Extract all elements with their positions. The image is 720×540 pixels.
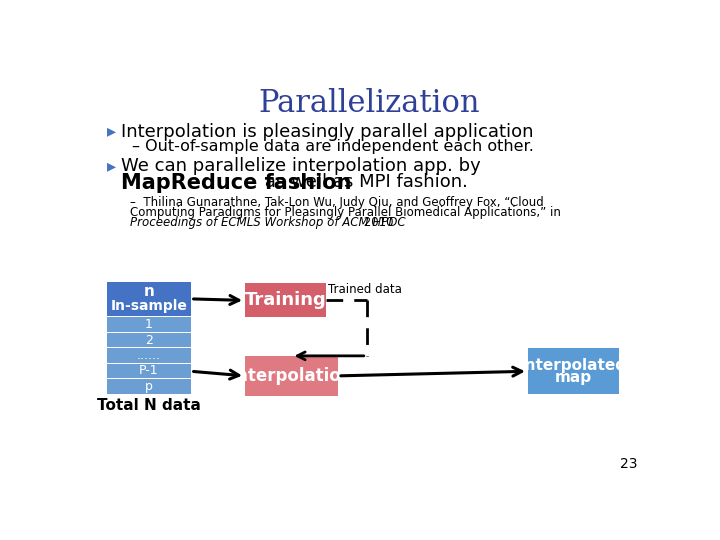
Text: –  Thilina Gunarathne, Tak-Lon Wu, Judy Qiu, and Geoffrey Fox, “Cloud: – Thilina Gunarathne, Tak-Lon Wu, Judy Q… <box>130 195 544 208</box>
Text: as well as MPI fashion.: as well as MPI fashion. <box>259 173 468 191</box>
Text: We can parallelize interpolation app. by: We can parallelize interpolation app. by <box>121 157 481 175</box>
Text: Training: Training <box>245 292 327 309</box>
FancyBboxPatch shape <box>107 379 191 394</box>
FancyBboxPatch shape <box>107 363 191 378</box>
FancyBboxPatch shape <box>245 284 326 318</box>
Text: map: map <box>555 370 592 385</box>
Text: 1: 1 <box>145 318 153 331</box>
Text: Interpolation: Interpolation <box>230 367 353 385</box>
Text: Trained data: Trained data <box>328 283 402 296</box>
FancyBboxPatch shape <box>107 348 191 363</box>
FancyBboxPatch shape <box>245 356 338 396</box>
Text: MapReduce fashion: MapReduce fashion <box>121 173 351 193</box>
Text: In-sample: In-sample <box>110 299 187 313</box>
Text: Interpolation is pleasingly parallel application: Interpolation is pleasingly parallel app… <box>121 123 534 140</box>
Text: Total N data: Total N data <box>97 397 201 413</box>
FancyBboxPatch shape <box>107 282 191 316</box>
Text: Proceedings of ECMLS Workshop of ACM HPDC: Proceedings of ECMLS Workshop of ACM HPD… <box>130 215 406 229</box>
Text: 2010: 2010 <box>360 215 393 229</box>
FancyBboxPatch shape <box>107 318 191 332</box>
Text: 2: 2 <box>145 334 153 347</box>
FancyBboxPatch shape <box>528 348 619 394</box>
Text: Parallelization: Parallelization <box>258 88 480 119</box>
Text: ▸: ▸ <box>107 157 116 175</box>
Text: P-1: P-1 <box>139 364 158 377</box>
Text: – Out-of-sample data are independent each other.: – Out-of-sample data are independent eac… <box>132 139 534 154</box>
Text: ▸: ▸ <box>107 123 116 140</box>
Text: Interpolated: Interpolated <box>520 359 627 373</box>
Text: ......: ...... <box>137 349 161 362</box>
Text: Computing Paradigms for Pleasingly Parallel Biomedical Applications,” in: Computing Paradigms for Pleasingly Paral… <box>130 206 561 219</box>
Text: p: p <box>145 380 153 393</box>
Text: 23: 23 <box>620 457 637 471</box>
Text: n: n <box>143 285 154 300</box>
FancyBboxPatch shape <box>107 333 191 347</box>
